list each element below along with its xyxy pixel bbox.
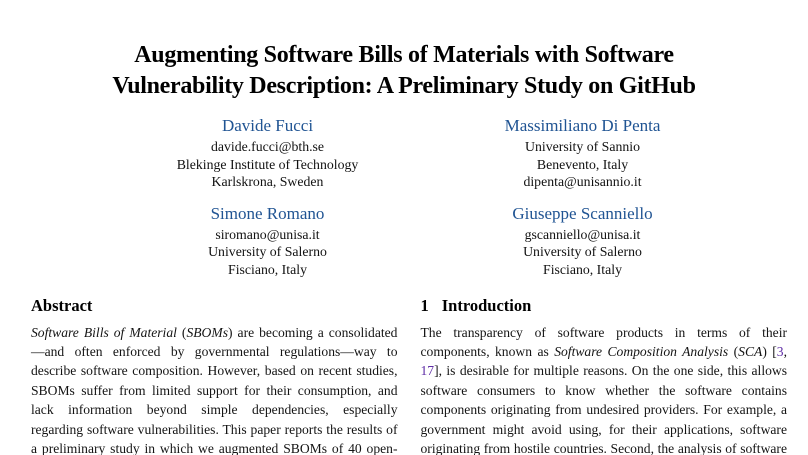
intro-segment: The transparency of software products in… xyxy=(420,324,788,359)
author-email: davide.fucci@bth.se xyxy=(210,139,325,154)
abstract-segment: Software Bills of Material xyxy=(31,324,177,340)
author-affiliation: University of Salerno xyxy=(523,244,642,260)
author-email: siromano@unisa.it xyxy=(215,226,320,242)
author-card-romano: Simone Romano siromano@unisa.it Universi… xyxy=(110,204,425,279)
left-column: Abstract Software Bills of Material (SBO… xyxy=(31,296,398,455)
author-location: Benevento, Italy xyxy=(536,156,629,172)
author-card-fucci: Davide Fucci davide.fucci@bth.se Bleking… xyxy=(110,116,425,191)
intro-segment: ], is desirable for multiple reasons. On… xyxy=(420,363,788,455)
author-location: Fisciano, Italy xyxy=(543,261,622,277)
section-number: 1 xyxy=(420,295,429,315)
author-name-link[interactable]: Massimiliano Di Penta xyxy=(504,116,661,135)
right-column: 1 Introduction The transparency of softwa… xyxy=(421,296,788,455)
author-name-link[interactable]: Simone Romano xyxy=(210,203,325,223)
abstract-segment: ( xyxy=(176,324,187,340)
intro-segment: ( xyxy=(728,343,739,359)
abstract-heading: Abstract xyxy=(31,295,93,315)
intro-segment: SCA xyxy=(738,343,763,359)
abstract-segment: SBOMs xyxy=(186,324,228,340)
two-column-body: Abstract Software Bills of Material (SBO… xyxy=(0,296,808,455)
title-line-2: Vulnerability Description: A Preliminary… xyxy=(112,73,696,99)
section-title: Introduction xyxy=(441,295,532,315)
author-location: Karlskrona, Sweden xyxy=(211,174,324,190)
author-affiliation: Blekinge Institute of Technology xyxy=(176,156,359,172)
title-line-1: Augmenting Software Bills of Materials w… xyxy=(134,42,674,68)
author-affiliation: University of Salerno xyxy=(208,244,327,260)
author-affiliation: University of Sannio xyxy=(525,139,640,154)
author-block: Davide Fucci davide.fucci@bth.se Bleking… xyxy=(110,116,740,279)
abstract-text: Software Bills of Material (SBOMs) are b… xyxy=(31,323,398,455)
introduction-heading: 1 Introduction xyxy=(421,296,788,316)
author-location: Fisciano, Italy xyxy=(228,261,307,277)
intro-segment: ) [ xyxy=(762,343,777,359)
author-card-dipenta: Massimiliano Di Penta University of Sann… xyxy=(425,116,740,191)
author-card-scanniello: Giuseppe Scanniello gscanniello@unisa.it… xyxy=(425,204,740,279)
author-email: gscanniello@unisa.it xyxy=(524,226,641,242)
intro-segment: Software Composition Analysis xyxy=(554,343,729,359)
author-name-link[interactable]: Davide Fucci xyxy=(221,116,314,135)
paper-title: Augmenting Software Bills of Materials w… xyxy=(0,40,808,102)
intro-segment: , xyxy=(783,343,787,359)
abstract-segment: ) are becoming a consolidated—and often … xyxy=(31,324,398,455)
citation-link[interactable]: 17 xyxy=(420,363,435,379)
citation-link[interactable]: 3 xyxy=(776,343,784,359)
author-email: dipenta@unisannio.it xyxy=(523,174,642,190)
author-name-link[interactable]: Giuseppe Scanniello xyxy=(512,203,653,223)
introduction-text: The transparency of software products in… xyxy=(421,323,788,455)
